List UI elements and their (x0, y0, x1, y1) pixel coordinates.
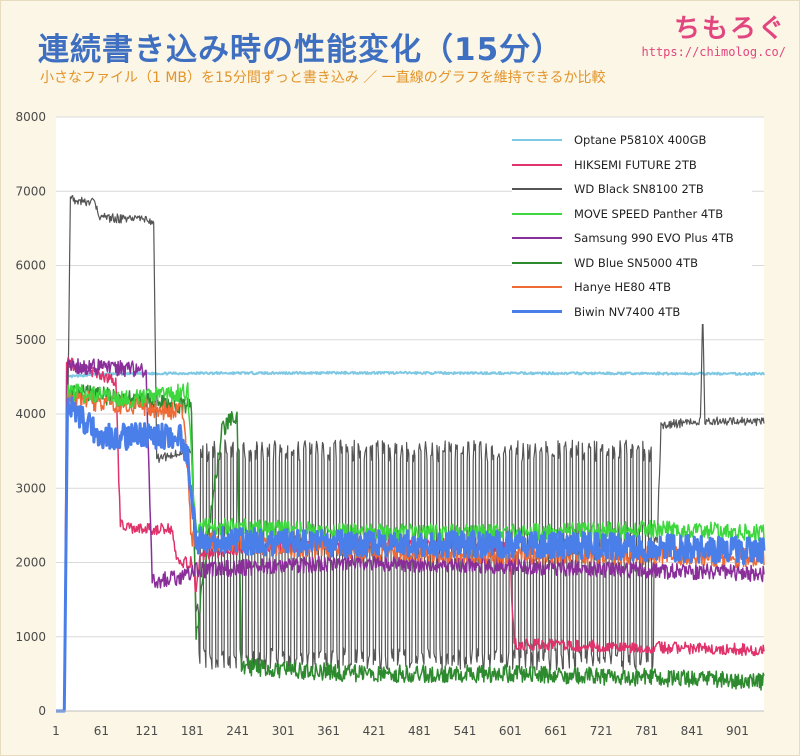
legend-label: Samsung 990 EVO Plus 4TB (574, 231, 734, 246)
x-tick-label: 601 (499, 724, 522, 738)
x-tick-label: 421 (363, 724, 386, 738)
x-tick-label: 241 (226, 724, 249, 738)
legend-swatch (512, 310, 562, 314)
x-tick-label: 1 (52, 724, 60, 738)
legend-label: Optane P5810X 400GB (574, 133, 707, 148)
y-tick-label: 1000 (15, 630, 46, 644)
legend-swatch (512, 212, 562, 215)
series-line-2 (56, 195, 765, 712)
legend-swatch (512, 286, 562, 289)
y-tick-label: 8000 (15, 110, 46, 124)
logo-text: ちもろぐ (673, 14, 786, 44)
legend-item: MOVE SPEED Panther 4TB (512, 202, 752, 227)
x-tick-label: 361 (317, 724, 340, 738)
legend-item: Hanye HE80 4TB (512, 275, 752, 300)
site-logo[interactable]: ちもろぐ https://chimolog.co/ (642, 8, 787, 59)
x-axis-ticks: 1 61 121 181 241 301 361 421 481 541 601 661 721 781 8… (52, 724, 749, 738)
y-tick-label: 2000 (15, 556, 46, 570)
legend-label: MOVE SPEED Panther 4TB (574, 206, 724, 221)
y-tick-label: 4000 (15, 407, 46, 421)
x-tick-label: 301 (272, 724, 295, 738)
legend-label: WD Black SN8100 2TB (574, 182, 704, 197)
chart-title: 連続書き込み時の性能変化（15分） (38, 32, 564, 68)
legend-swatch (512, 237, 562, 240)
logo-url[interactable]: https://chimolog.co/ (641, 45, 787, 59)
x-tick-label: 481 (408, 724, 431, 738)
legend-item: Samsung 990 EVO Plus 4TB (512, 226, 752, 251)
legend-swatch (512, 188, 562, 191)
legend-item: Optane P5810X 400GB (512, 128, 752, 153)
legend-item: Biwin NV7400 4TB (512, 300, 752, 325)
chart-subtitle: 小さなファイル（1 MB）を15分間ずっと書き込み ／ 一直線のグラフを維持でき… (40, 70, 606, 86)
y-tick-label: 5000 (15, 333, 46, 347)
legend-label: WD Blue SN5000 4TB (574, 255, 699, 270)
y-tick-label: 0 (38, 704, 46, 718)
x-tick-label: 901 (726, 724, 749, 738)
legend-label: Hanye HE80 4TB (574, 280, 671, 295)
y-axis-ticks: 0 1000 2000 3000 4000 5000 6000 7000 8000 (15, 110, 46, 718)
series-line-3 (56, 382, 765, 712)
legend-label: HIKSEMI FUTURE 2TB (574, 157, 697, 172)
series-lines (55, 195, 766, 713)
y-tick-label: 7000 (15, 184, 46, 198)
x-tick-label: 661 (544, 724, 567, 738)
x-tick-label: 121 (135, 724, 158, 738)
legend-label: Biwin NV7400 4TB (574, 304, 681, 319)
series-line-0 (55, 370, 765, 712)
x-tick-label: 721 (590, 724, 613, 738)
x-tick-label: 61 (94, 724, 109, 738)
y-tick-label: 6000 (15, 259, 46, 273)
legend-swatch (512, 139, 562, 142)
chart-legend: Optane P5810X 400GB HIKSEMI FUTURE 2TB WD … (512, 128, 752, 324)
legend-item: HIKSEMI FUTURE 2TB (512, 153, 752, 178)
x-tick-label: 781 (635, 724, 658, 738)
legend-swatch (512, 261, 562, 264)
series-line-4 (56, 358, 765, 712)
series-line-1 (56, 356, 765, 712)
legend-item: WD Black SN8100 2TB (512, 177, 752, 202)
y-tick-label: 3000 (15, 481, 46, 495)
legend-swatch (512, 163, 562, 166)
legend-item: WD Blue SN5000 4TB (512, 251, 752, 276)
x-tick-label: 841 (681, 724, 704, 738)
x-tick-label: 181 (181, 724, 204, 738)
series-line-7 (55, 396, 766, 713)
x-tick-label: 541 (453, 724, 476, 738)
